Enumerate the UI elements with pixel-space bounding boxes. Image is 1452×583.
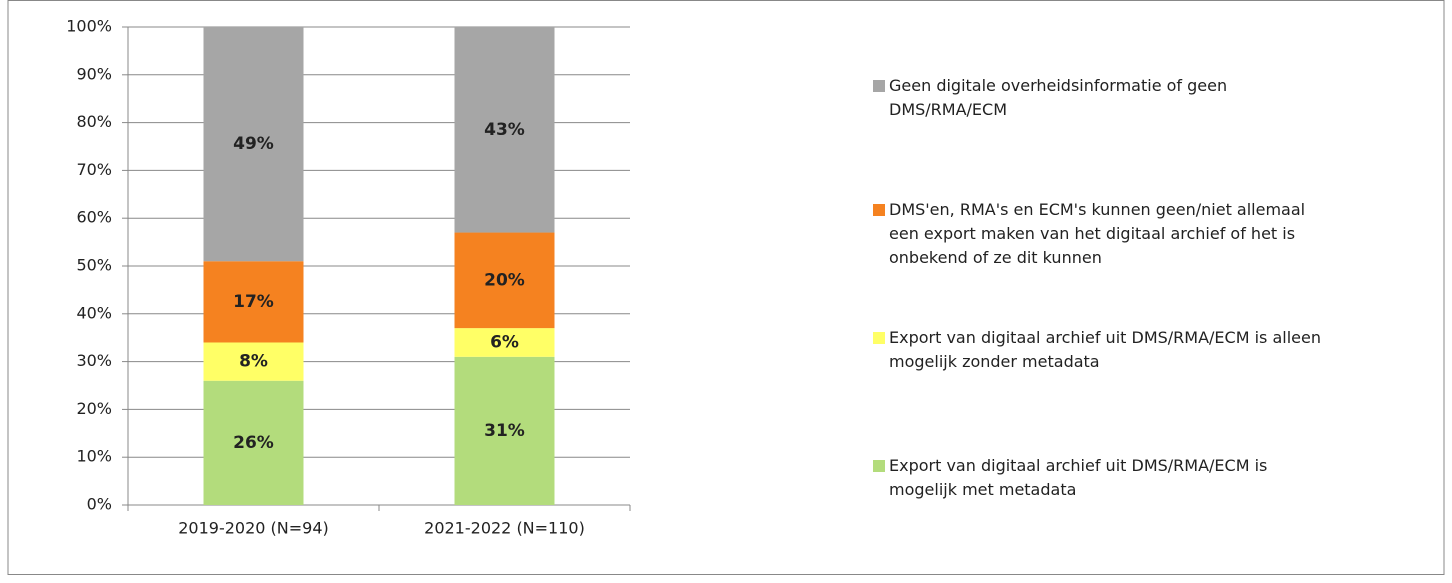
y-tick-label: 20% (76, 399, 112, 418)
legend-label: Export van digitaal archief uit DMS/RMA/… (889, 328, 1321, 371)
legend-label: Export van digitaal archief uit DMS/RMA/… (889, 456, 1268, 499)
value-label: 49% (233, 134, 274, 154)
y-tick-label: 50% (76, 256, 112, 275)
value-label: 31% (484, 421, 525, 441)
x-tick-label: 2019-2020 (N=94) (178, 519, 329, 538)
value-label: 6% (490, 332, 519, 352)
x-tick-label: 2021-2022 (N=110) (424, 519, 585, 538)
bar-segment (454, 27, 555, 233)
value-label: 43% (484, 120, 525, 140)
bar-segment (454, 356, 555, 505)
bar-segment (203, 342, 304, 381)
legend-swatch (873, 80, 885, 92)
legend-entry: Export van digitaal archief uit DMS/RMA/… (873, 454, 1329, 502)
legend-entry: Export van digitaal archief uit DMS/RMA/… (873, 326, 1329, 374)
legend-label: Geen digitale overheidsinformatie of gee… (889, 76, 1228, 119)
y-tick-label: 60% (76, 208, 112, 227)
bar-segment (203, 380, 304, 505)
legend-entry: Geen digitale overheidsinformatie of gee… (873, 74, 1329, 122)
y-tick-label: 90% (76, 64, 112, 83)
y-tick-label: 30% (76, 351, 112, 370)
y-tick-label: 40% (76, 303, 112, 322)
value-label: 17% (233, 292, 274, 312)
legend-swatch (873, 204, 885, 216)
bar-segment (203, 261, 304, 343)
y-tick-label: 10% (76, 447, 112, 466)
legend-swatch (873, 332, 885, 344)
y-tick-label: 0% (87, 495, 112, 514)
y-tick-label: 70% (76, 160, 112, 179)
bar-segment (203, 27, 304, 262)
value-label: 20% (484, 270, 525, 290)
bar-segment (454, 232, 555, 329)
value-label: 26% (233, 433, 274, 453)
legend-entry: DMS'en, RMA's en ECM's kunnen geen/niet … (873, 198, 1329, 270)
y-tick-label: 100% (66, 17, 112, 36)
legend-label: DMS'en, RMA's en ECM's kunnen geen/niet … (889, 200, 1306, 267)
bar-segment (454, 328, 555, 357)
value-label: 8% (239, 352, 268, 372)
y-tick-label: 80% (76, 112, 112, 131)
legend-swatch (873, 460, 885, 472)
